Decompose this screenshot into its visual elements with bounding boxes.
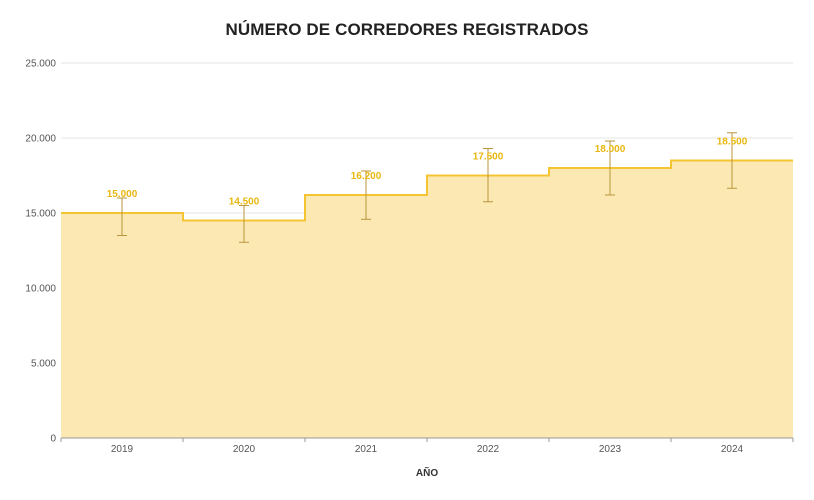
error-bar [483,148,493,203]
error-bar [239,205,249,243]
area-fill [61,160,793,438]
data-labels: 15.000 14.500 16.200 17.500 18.000 18.500 [107,137,748,208]
chart-title: NÚMERO DE CORREDORES REGISTRADOS [225,20,589,39]
y-tick-label: 5.000 [31,359,56,370]
y-tick-label: 10.000 [25,284,56,295]
x-tick-label: 2024 [721,444,744,455]
x-tick-label: 2022 [477,444,500,455]
x-tick-label: 2021 [355,444,378,455]
data-label: 18.000 [595,144,626,155]
area-series [61,159,793,438]
x-tick-label: 2020 [233,444,256,455]
y-axis-ticks: 0 5.000 10.000 15.000 20.000 25.000 [25,59,56,445]
data-label: 14.500 [229,197,260,208]
x-tick-label: 2019 [111,444,134,455]
y-tick-label: 25.000 [25,59,56,70]
data-label: 18.500 [717,137,748,148]
error-bars [117,132,737,243]
data-label: 17.500 [473,152,504,163]
x-axis-ticks: 2019 2020 2021 2022 2023 2024 [60,438,794,455]
x-axis-title: AÑO [416,466,438,479]
data-label: 16.200 [351,171,382,182]
x-tick-label: 2023 [599,444,622,455]
error-bar [727,132,737,189]
error-bar [605,140,615,196]
data-label: 15.000 [107,189,138,200]
error-bar [117,197,127,236]
y-tick-label: 20.000 [25,134,56,145]
error-bar [361,170,371,220]
series-line [61,159,793,222]
y-tick-label: 0 [50,434,56,445]
y-tick-label: 15.000 [25,209,56,220]
